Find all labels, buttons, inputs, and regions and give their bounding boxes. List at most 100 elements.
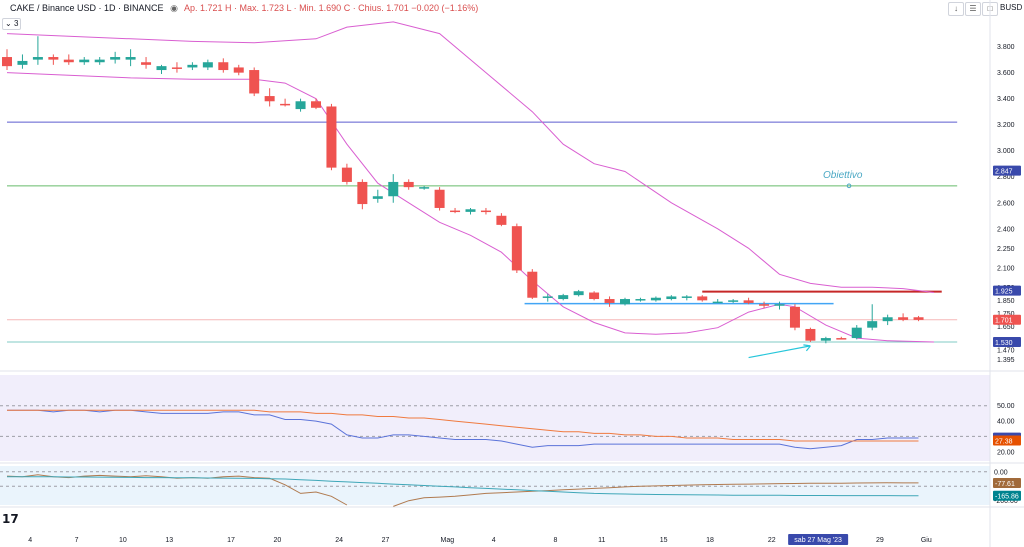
candle-body — [218, 62, 229, 71]
candle-body — [141, 62, 152, 65]
time-tick-label: 20 — [273, 537, 281, 544]
time-tick-label: 8 — [554, 537, 558, 544]
stoch-value-tag: -77.61 — [995, 481, 1015, 488]
price-tag-bg — [993, 165, 1021, 176]
price-tick-label: 3.600 — [997, 70, 1015, 77]
candle-body — [573, 291, 584, 296]
candle-body — [125, 57, 136, 60]
candle-body — [171, 67, 182, 69]
stoch-tick-label: 0.00 — [994, 469, 1008, 476]
candle-body — [465, 209, 476, 212]
trend-arrow-line — [748, 345, 811, 359]
candle-body — [249, 70, 260, 94]
stoch-value-tag-bg — [993, 490, 1021, 501]
candle-body — [434, 189, 445, 208]
price-tick-label: 2.800 — [997, 174, 1015, 181]
time-tick-label: 29 — [876, 537, 884, 544]
candle-body — [280, 103, 291, 106]
candle-body — [805, 328, 816, 341]
stoch-value-tag: -165.86 — [995, 494, 1019, 501]
time-tick-label: 18 — [706, 537, 714, 544]
time-tick-label: 17 — [227, 537, 235, 544]
time-tick-label: 22 — [768, 537, 776, 544]
candle-body — [851, 327, 862, 339]
rsi-tick-label: 40.00 — [997, 419, 1015, 426]
candle-body — [558, 295, 569, 300]
time-tick-label: Mag — [441, 537, 455, 544]
rsi-tick-label: 50.00 — [997, 403, 1015, 410]
currency-label: BUSD — [1000, 3, 1023, 12]
candle-body — [202, 62, 213, 68]
price-tick-label: 1.750 — [997, 311, 1015, 318]
candle-body — [620, 299, 630, 305]
price-tick-label: 2.250 — [997, 246, 1015, 253]
candle-body — [341, 167, 352, 182]
stoch-value-tag-bg — [993, 477, 1021, 488]
bollinger-lower-band — [6, 72, 935, 343]
candle-body — [836, 338, 847, 340]
candle-body — [94, 59, 105, 63]
ohlc-readout: Ap. 1.721 H · Max. 1.723 L · Min. 1.690 … — [183, 3, 479, 13]
candle-body — [63, 59, 74, 63]
price-tag: 1.925 — [995, 289, 1013, 296]
indicators-collapse-toggle[interactable]: ⌄ 3 — [2, 18, 22, 30]
time-tick-label: 13 — [165, 537, 173, 544]
price-tick-label: 1.470 — [997, 347, 1015, 354]
price-tick-label: 1.395 — [997, 357, 1015, 364]
candle-body — [913, 317, 924, 320]
candle-body — [110, 57, 121, 60]
trend-arrow-head — [803, 344, 811, 352]
price-tick-label: 3.000 — [997, 148, 1015, 155]
candle-body — [357, 181, 368, 205]
candle-body — [820, 338, 831, 341]
price-tick-label: 1.650 — [997, 324, 1015, 331]
candle-body — [712, 301, 723, 304]
time-tick-label: 7 — [75, 537, 79, 544]
candle-body — [511, 226, 522, 271]
candle-body — [32, 57, 43, 60]
download-icon[interactable]: ↓ — [948, 2, 964, 16]
candle-body — [388, 181, 399, 197]
candle-body — [681, 296, 692, 298]
price-tag: 1.530 — [995, 340, 1013, 347]
rsi-tick-label: 20.00 — [997, 449, 1015, 456]
price-tick-label: 2.100 — [997, 265, 1015, 272]
time-tick-label: 24 — [335, 537, 343, 544]
candle-body — [17, 60, 28, 65]
bollinger-upper-band — [6, 21, 935, 293]
candle-body — [48, 57, 59, 60]
candle-body — [789, 306, 800, 328]
candle-body — [759, 304, 770, 306]
time-tick-label: Giu — [921, 537, 932, 544]
candle-body — [542, 296, 553, 298]
rsi-line — [7, 409, 919, 450]
time-tick-label: 11 — [598, 537, 605, 544]
candle-body — [589, 292, 600, 300]
candle-body — [496, 215, 507, 225]
settings-icon[interactable]: ☰ — [965, 2, 981, 16]
time-tick-label: 15 — [660, 537, 668, 544]
visibility-eye-icon[interactable]: ◉ — [170, 3, 178, 13]
stoch-pane-background — [0, 466, 990, 505]
rsi-pane-background — [0, 375, 990, 461]
candle-body — [326, 106, 337, 168]
price-tag-bg — [993, 314, 1021, 325]
price-tag: 1.701 — [995, 318, 1013, 325]
symbol-title[interactable]: CAKE / Binance USD · 1D · BINANCE — [10, 3, 164, 13]
rsi-value-tag: 27.38 — [995, 438, 1013, 445]
price-tick-label: 3.400 — [997, 96, 1015, 103]
price-tag-bg — [993, 285, 1021, 296]
candle-body — [635, 299, 646, 301]
stoch-signal-line — [7, 476, 919, 497]
candle-body — [419, 187, 430, 189]
crosshair-date-tag: sab 27 Mag '23 — [794, 537, 842, 544]
annotation-obiettivo: Obiettivo — [823, 170, 863, 181]
time-tick-label: 4 — [28, 537, 32, 544]
annotation-target-dot — [846, 183, 852, 189]
candle-body — [156, 66, 167, 71]
candle-body — [372, 196, 383, 199]
time-tick-label: 4 — [492, 537, 496, 544]
time-tick-label: 27 — [382, 537, 390, 544]
candle-body — [728, 300, 739, 302]
